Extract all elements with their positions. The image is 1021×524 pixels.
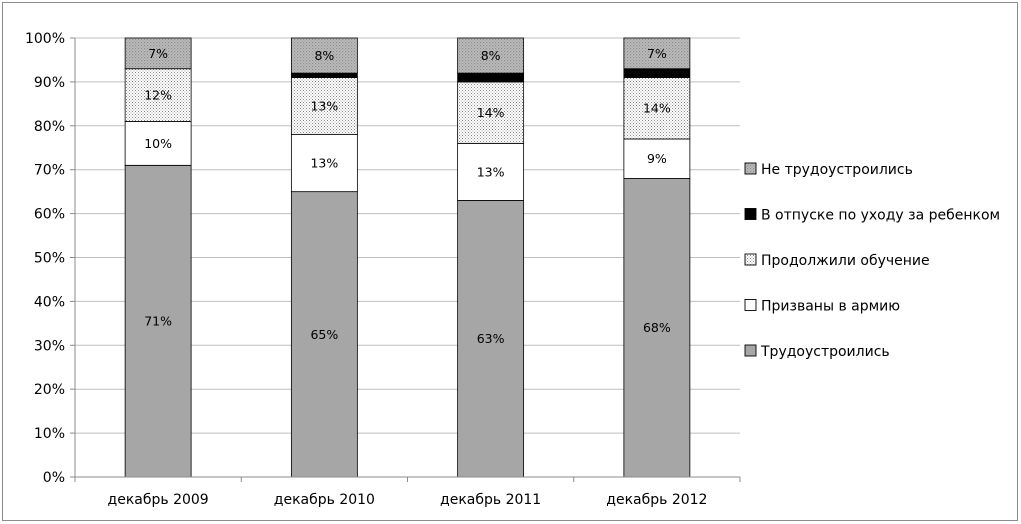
data-label: 12%	[144, 88, 172, 103]
bar-segment	[290, 191, 358, 478]
legend-label: Продолжили обучение	[761, 253, 930, 269]
y-tick-label: 90%	[34, 75, 65, 91]
legend-swatch	[744, 344, 757, 357]
y-tick-label: 40%	[34, 294, 65, 310]
bar-segment	[623, 178, 691, 478]
bar-segment	[124, 164, 192, 478]
data-label: 68%	[643, 320, 671, 335]
legend: Не трудоустроились В отпуске по уходу за …	[744, 162, 1000, 360]
legend-label: В отпуске по уходу за ребенком	[761, 208, 1000, 224]
y-tick-label: 50%	[34, 251, 65, 267]
x-category-label: декабрь 2012	[606, 492, 707, 508]
x-category-label: декабрь 2011	[440, 492, 541, 508]
data-label: 63%	[477, 331, 505, 346]
y-tick-label: 100%	[25, 31, 65, 47]
y-tick-label: 80%	[34, 119, 65, 135]
legend-swatch	[744, 253, 757, 266]
data-label: 65%	[310, 327, 338, 342]
x-axis: декабрь 2009 декабрь 2010 декабрь 2011 дека…	[74, 476, 741, 508]
data-label: 10%	[144, 136, 172, 151]
y-tick-label: 0%	[43, 470, 65, 486]
data-label: 14%	[477, 105, 505, 120]
bar-segment	[457, 37, 525, 74]
bar-segment	[124, 68, 192, 122]
bar-segment	[623, 77, 691, 140]
bar-segment	[124, 37, 192, 70]
bar-segment	[623, 138, 691, 179]
bar-segment	[290, 72, 358, 78]
x-category-label: декабрь 2009	[108, 492, 209, 508]
legend-swatch	[744, 162, 757, 175]
y-tick-label: 60%	[34, 207, 65, 223]
data-label: 13%	[477, 164, 505, 179]
data-label: 7%	[148, 46, 168, 61]
bar-segment	[457, 142, 525, 201]
data-label: 9%	[647, 151, 667, 166]
y-axis: 0% 10% 20% 30% 40% 50% 60% 70% 80% 90% 100%	[25, 31, 76, 486]
bar-segment	[290, 134, 358, 193]
data-label: 14%	[643, 101, 671, 116]
y-tick-label: 20%	[34, 382, 65, 398]
data-label: 13%	[310, 156, 338, 171]
x-category-label: декабрь 2010	[274, 492, 375, 508]
data-label: 7%	[647, 46, 667, 61]
bar-segment	[623, 37, 691, 70]
bar-segment	[623, 68, 691, 78]
data-label: 71%	[144, 314, 172, 329]
legend-label: Призваны в армию	[761, 299, 900, 315]
data-label: 13%	[310, 99, 338, 114]
bar-segment	[290, 37, 358, 74]
data-label: 8%	[481, 48, 501, 63]
bar-segment	[457, 72, 525, 83]
legend-swatch	[744, 299, 757, 311]
legend-label: Не трудоустроились	[761, 162, 913, 178]
bar-segment	[290, 77, 358, 135]
data-label: 8%	[314, 48, 334, 63]
y-tick-label: 70%	[34, 163, 65, 179]
bar-segment	[124, 121, 192, 166]
bar-segment	[457, 200, 525, 478]
y-tick-label: 30%	[34, 338, 65, 354]
legend-label: Трудоустроились	[760, 344, 890, 360]
legend-swatch	[744, 208, 757, 220]
y-tick-label: 10%	[34, 426, 65, 442]
bar-segment	[457, 81, 525, 144]
bars: 71% 10% 12% 7% 65% 13% 13% 8% 63% 13% 14% 8% 68% 9% 14…	[124, 37, 691, 478]
